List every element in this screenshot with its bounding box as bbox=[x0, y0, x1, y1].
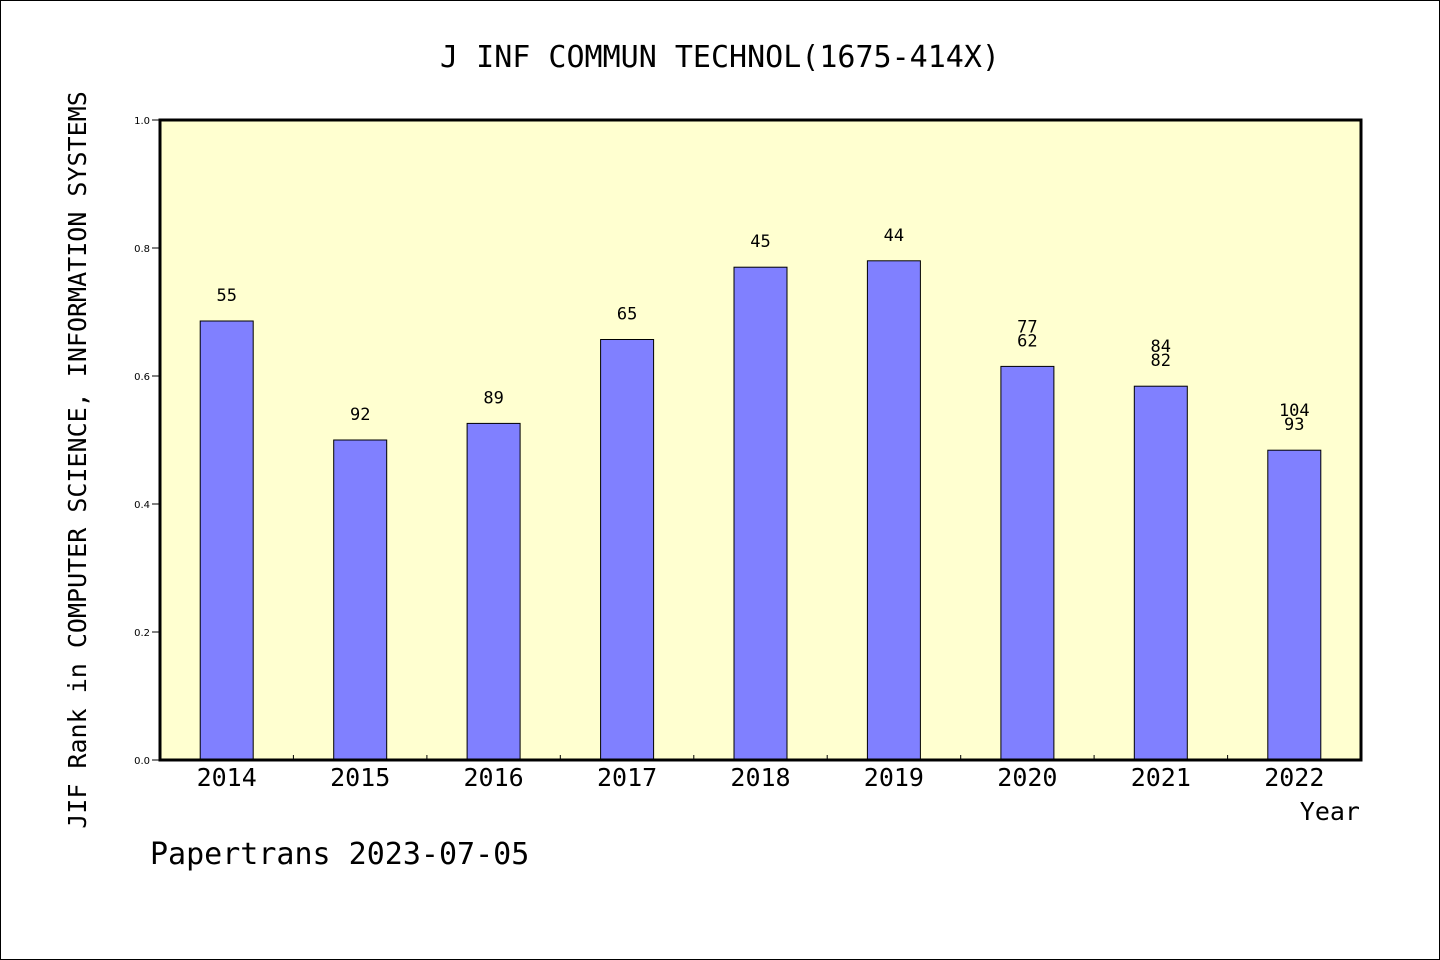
y-ticks-layer: 0.0 0.2 0.4 0.6 0.8 1.0 bbox=[134, 116, 160, 767]
bar-2016 bbox=[466, 422, 521, 761]
bar-label-2022-1: 104 bbox=[1279, 401, 1310, 421]
x-tick-label-2014: 2014 bbox=[197, 763, 257, 792]
y-tick-label-0.2: 0.2 bbox=[134, 628, 150, 639]
y-tick-label-1.0: 1.0 bbox=[134, 116, 150, 127]
bar-label-2020-2: 62 bbox=[1017, 331, 1037, 351]
bar-label-2019-1: 44 bbox=[884, 226, 904, 246]
x-tick-label-2021: 2021 bbox=[1131, 763, 1191, 792]
bar-label-2021-1: 84 bbox=[1151, 337, 1171, 357]
x-tick-label-2019: 2019 bbox=[864, 763, 924, 792]
bar-2022 bbox=[1267, 449, 1322, 761]
y-tick-label-0.6: 0.6 bbox=[134, 372, 150, 383]
y-tick-label-0.4: 0.4 bbox=[134, 500, 150, 511]
bar-2015 bbox=[333, 439, 388, 761]
y-tick-label-0.8: 0.8 bbox=[134, 244, 150, 255]
bar-2017 bbox=[600, 339, 655, 761]
bar-label-2014-1: 55 bbox=[216, 286, 236, 306]
x-axis-label: Year bbox=[1300, 797, 1360, 826]
y-tick-label-0.0: 0.0 bbox=[134, 756, 150, 767]
bar-label-2022-2: 93 bbox=[1284, 415, 1304, 435]
x-tick-label-2017: 2017 bbox=[597, 763, 657, 792]
bar-label-2021-2: 82 bbox=[1151, 351, 1171, 371]
x-tick-label-2016: 2016 bbox=[463, 763, 523, 792]
bars-layer bbox=[199, 260, 1322, 761]
bar-label-2017-1: 65 bbox=[617, 305, 637, 325]
bar-2014 bbox=[199, 320, 254, 761]
bar-2020 bbox=[1000, 365, 1055, 761]
bar-2019 bbox=[866, 260, 921, 761]
x-tick-label-2018: 2018 bbox=[730, 763, 790, 792]
bar-label-2016-1: 89 bbox=[483, 388, 503, 408]
bar-label-2015-1: 92 bbox=[350, 405, 370, 425]
bar-2018 bbox=[733, 266, 788, 761]
plot-border bbox=[158, 118, 1363, 762]
bar-2021 bbox=[1133, 385, 1188, 761]
bar-label-2018-1: 45 bbox=[750, 232, 770, 252]
chart-title: J INF COMMUN TECHNOL(1675-414X) bbox=[440, 40, 1000, 75]
bar-label-2020-1: 77 bbox=[1017, 317, 1037, 337]
x-ticks-layer: 2014 2015 2016 2017 2018 2019 2020 2021 2022 bbox=[197, 755, 1324, 792]
y-axis-label: JIF Rank in COMPUTER SCIENCE, INFORMATIO… bbox=[63, 91, 92, 829]
x-tick-label-2015: 2015 bbox=[330, 763, 390, 792]
x-tick-label-2020: 2020 bbox=[997, 763, 1057, 792]
x-tick-label-2022: 2022 bbox=[1264, 763, 1324, 792]
footer-stamp: Papertrans 2023-07-05 bbox=[150, 837, 529, 872]
